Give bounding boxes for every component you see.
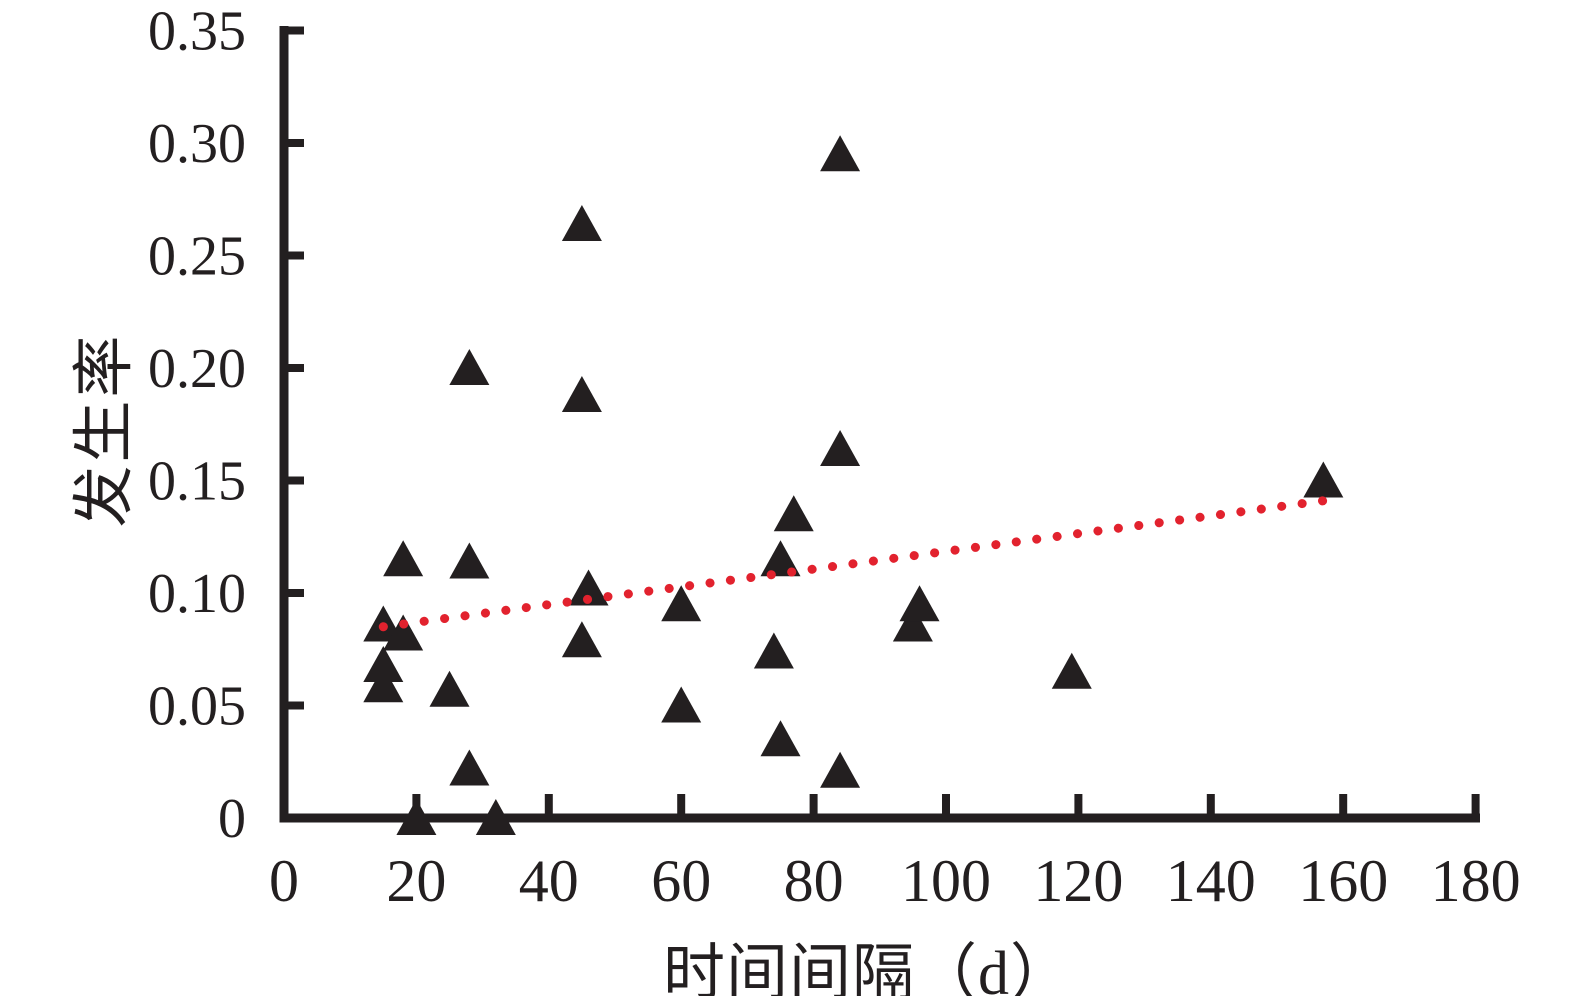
data-point-triangle [568,569,609,606]
trend-line [378,496,1328,632]
data-point-triangle [773,495,814,532]
y-axis-tick-label: 0.10 [148,563,246,625]
y-axis-tick-label: 0.35 [148,1,246,63]
data-point-triangle [661,585,702,622]
data-point-triangle [1303,461,1344,498]
data-point-triangle [396,799,437,835]
data-point-triangle [561,621,602,658]
data-point-triangle [820,135,861,172]
x-axis-tick-label: 0 [269,848,299,914]
x-axis-tick-label: 140 [1166,848,1256,914]
data-point-triangle [363,666,404,703]
data-point-triangle [449,542,490,579]
x-axis-tick-label: 160 [1298,848,1388,914]
data-point-triangle [475,799,516,835]
data-point-triangle [760,720,801,757]
x-axis-tick-label: 100 [901,848,991,914]
data-point-triangle [561,376,602,412]
y-axis-title: 发生率 [71,332,139,528]
data-point-triangle [892,605,933,642]
data-point-triangle [753,632,794,669]
y-axis-tick-label: 0.25 [148,226,246,288]
x-axis-tick-label: 40 [519,848,579,914]
y-axis-tick-label: 0.20 [148,338,246,400]
x-axis-tick-label: 120 [1033,848,1123,914]
data-point-triangle [899,585,940,622]
data-point-triangle [820,430,861,466]
data-point-triangle [449,749,490,786]
data-point-triangle [820,751,861,788]
data-point-triangle [429,670,470,707]
data-point-triangle [760,540,801,577]
x-axis-title: 时间间隔（d） [662,940,1074,996]
data-point-triangle [383,614,424,651]
y-axis-tick-label: 0.30 [148,113,246,175]
y-axis-tick-label: 0 [218,788,246,850]
data-point-triangle [561,205,602,241]
data-point-triangle [383,540,424,577]
data-point-triangle [661,686,702,723]
data-point-triangle [1051,652,1092,689]
data-point-triangle [449,349,490,385]
y-axis-tick-label: 0.15 [148,451,246,513]
x-axis-tick-label: 20 [386,848,446,914]
x-axis-tick-label: 60 [651,848,711,914]
data-point-triangle [363,646,404,682]
x-axis-tick-label: 180 [1431,848,1521,914]
y-axis-tick-label: 0.05 [148,676,246,738]
x-axis-tick-label: 80 [784,848,844,914]
